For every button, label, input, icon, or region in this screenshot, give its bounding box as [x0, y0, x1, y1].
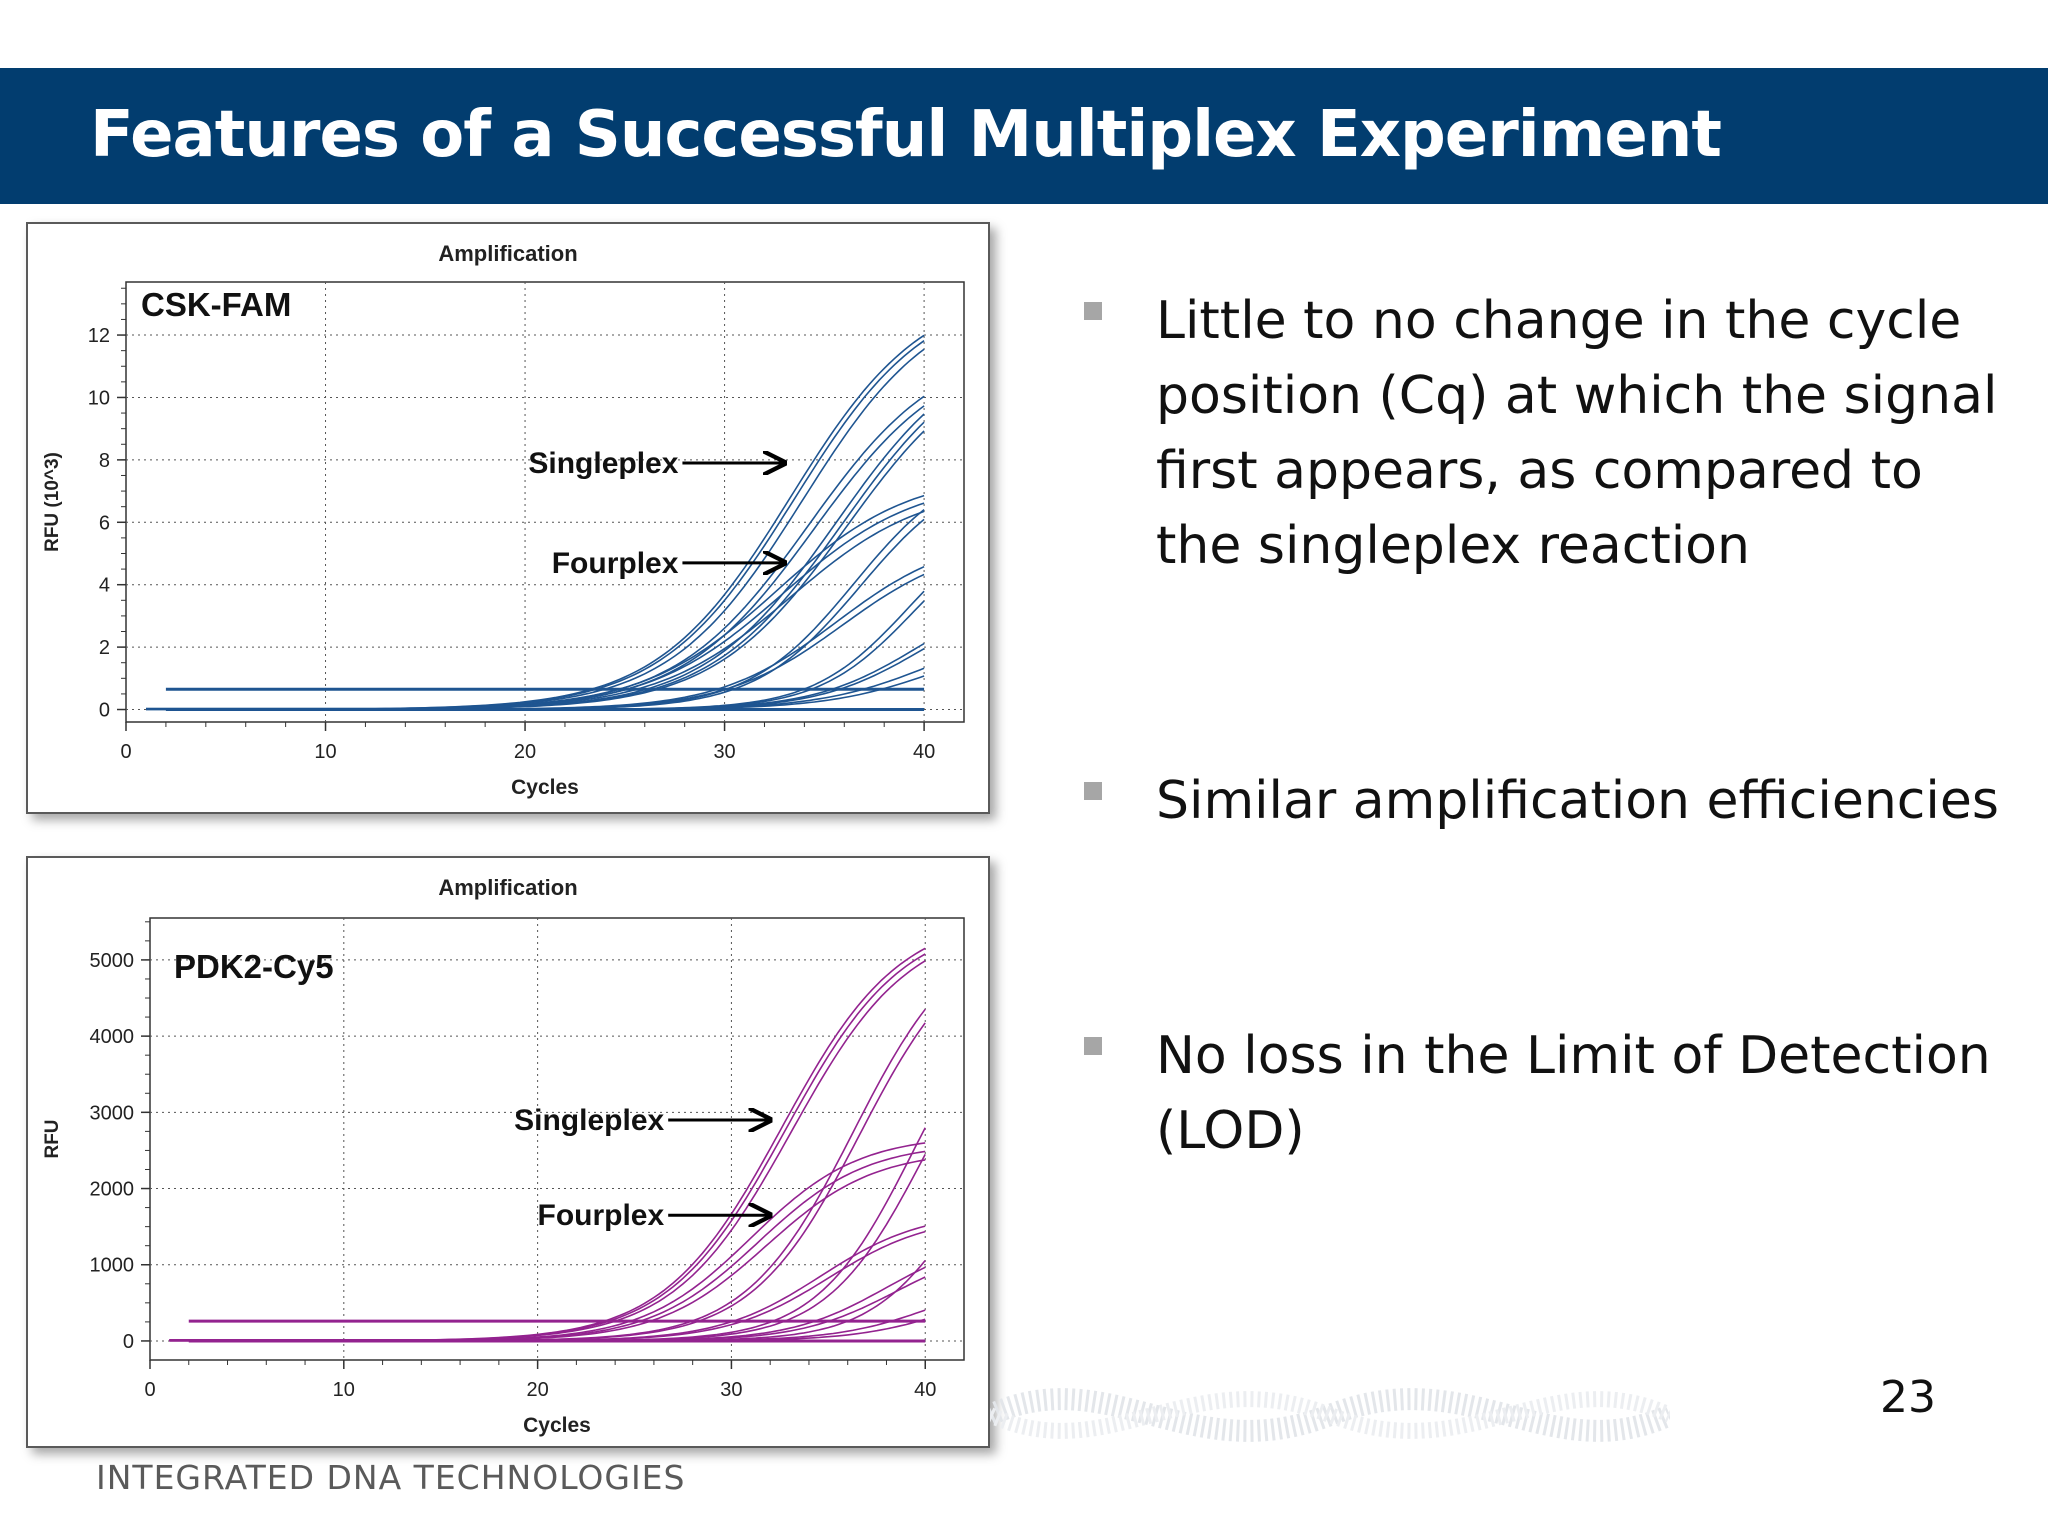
y-tick-label: 0	[99, 700, 110, 722]
y-axis-label: RFU	[42, 1119, 63, 1158]
annotation-label: Fourplex	[552, 547, 679, 580]
annotation-label: Singleplex	[528, 447, 678, 480]
x-tick-label: 20	[526, 1379, 548, 1401]
y-tick-label: 12	[88, 325, 110, 347]
x-axis-label: Cycles	[511, 776, 579, 799]
bullet-square-icon	[1084, 782, 1102, 800]
y-tick-label: 2	[99, 637, 110, 659]
y-tick-label: 4000	[90, 1026, 135, 1048]
bullet-text: Little to no change in the cycle positio…	[1156, 291, 1998, 576]
y-tick-label: 5000	[90, 950, 135, 972]
x-axis-label: Cycles	[523, 1414, 591, 1437]
y-tick-label: 1000	[90, 1255, 135, 1277]
bullet-text: Similar amplification efficiencies	[1156, 771, 1999, 831]
y-tick-label: 8	[99, 450, 110, 472]
fourplex-series-line	[146, 675, 925, 711]
plot-area	[125, 281, 965, 723]
y-tick-label: 2000	[90, 1179, 135, 1201]
y-tick-label: 6	[99, 512, 110, 534]
y-tick-label: 4	[99, 575, 110, 597]
panel-label: CSK-FAM	[141, 286, 291, 323]
x-tick-label: 40	[913, 741, 935, 763]
y-axis-label: RFU (10^3)	[42, 452, 63, 552]
x-tick-label: 10	[333, 1379, 355, 1401]
page-number: 23	[1880, 1372, 1936, 1423]
y-tick-label: 10	[88, 387, 110, 409]
bullet-text: No loss in the Limit of Detection (LOD)	[1156, 1026, 1991, 1161]
bullet-square-icon	[1084, 302, 1102, 320]
x-tick-label: 0	[120, 741, 131, 763]
chart-title: Amplification	[438, 241, 577, 266]
panel-label: PDK2-Cy5	[174, 948, 334, 985]
y-tick-label: 3000	[90, 1102, 135, 1124]
chart-panel-pdk2-cy5: Amplification 0 10 20 30 40 0 1000 2000 3000 4000 5…	[26, 856, 990, 1448]
plot-area	[149, 917, 965, 1361]
bullet-square-icon	[1084, 1037, 1102, 1055]
annotation-label: Fourplex	[538, 1199, 665, 1232]
fourplex-series-line	[169, 1318, 926, 1342]
company-logo: INTEGRATED DNA TECHNOLOGIES	[96, 1458, 686, 1497]
chart-panel-csk-fam: Amplification 0 10 20 30 40 0 2 4 6 8 10 12 Cycles RFU…	[26, 222, 990, 814]
amplification-chart-csk-fam: Amplification 0 10 20 30 40 0 2 4 6 8 10 12 Cycles RFU…	[42, 241, 965, 799]
annotation-label: Singleplex	[514, 1104, 664, 1137]
amplification-chart-pdk2-cy5: Amplification 0 10 20 30 40 0 1000 2000 3000 4000 5…	[42, 875, 965, 1437]
title-bar	[0, 68, 2048, 204]
y-tick-label: 0	[123, 1331, 134, 1353]
x-tick-label: 10	[314, 741, 336, 763]
slide-title: Features of a Successful Multiplex Exper…	[90, 98, 1722, 172]
chart-title: Amplification	[438, 875, 577, 900]
x-tick-label: 40	[914, 1379, 936, 1401]
x-tick-label: 0	[144, 1379, 155, 1401]
dna-helix-watermark	[990, 1388, 1670, 1442]
x-tick-label: 30	[713, 741, 735, 763]
x-tick-label: 20	[514, 741, 536, 763]
x-tick-label: 30	[720, 1379, 742, 1401]
